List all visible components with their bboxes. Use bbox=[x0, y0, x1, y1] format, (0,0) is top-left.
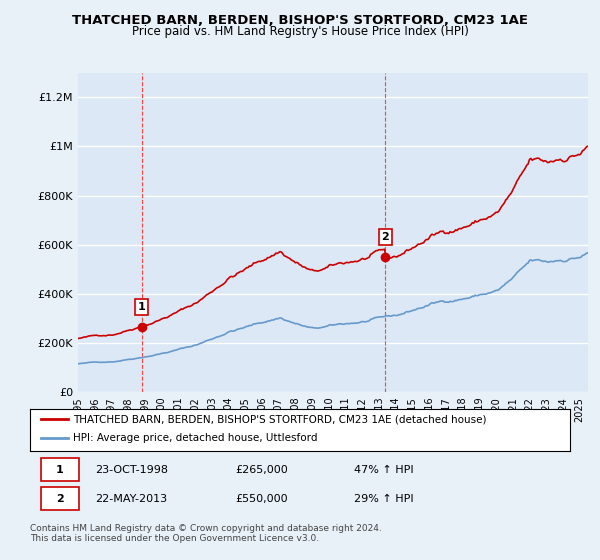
Text: THATCHED BARN, BERDEN, BISHOP'S STORTFORD, CM23 1AE: THATCHED BARN, BERDEN, BISHOP'S STORTFOR… bbox=[72, 14, 528, 27]
Text: 23-OCT-1998: 23-OCT-1998 bbox=[95, 465, 168, 475]
Text: 2: 2 bbox=[382, 232, 389, 242]
FancyBboxPatch shape bbox=[41, 458, 79, 481]
FancyBboxPatch shape bbox=[41, 487, 79, 510]
Text: HPI: Average price, detached house, Uttlesford: HPI: Average price, detached house, Uttl… bbox=[73, 433, 318, 443]
Text: 1: 1 bbox=[138, 302, 146, 312]
Text: 2: 2 bbox=[56, 494, 64, 503]
Text: THATCHED BARN, BERDEN, BISHOP'S STORTFORD, CM23 1AE (detached house): THATCHED BARN, BERDEN, BISHOP'S STORTFOR… bbox=[73, 414, 487, 424]
Text: Contains HM Land Registry data © Crown copyright and database right 2024.
This d: Contains HM Land Registry data © Crown c… bbox=[30, 524, 382, 543]
Text: 22-MAY-2013: 22-MAY-2013 bbox=[95, 494, 167, 503]
Text: £550,000: £550,000 bbox=[235, 494, 288, 503]
Text: 1: 1 bbox=[56, 465, 64, 475]
Text: 29% ↑ HPI: 29% ↑ HPI bbox=[354, 494, 413, 503]
Text: 47% ↑ HPI: 47% ↑ HPI bbox=[354, 465, 413, 475]
Text: Price paid vs. HM Land Registry's House Price Index (HPI): Price paid vs. HM Land Registry's House … bbox=[131, 25, 469, 38]
Text: £265,000: £265,000 bbox=[235, 465, 288, 475]
